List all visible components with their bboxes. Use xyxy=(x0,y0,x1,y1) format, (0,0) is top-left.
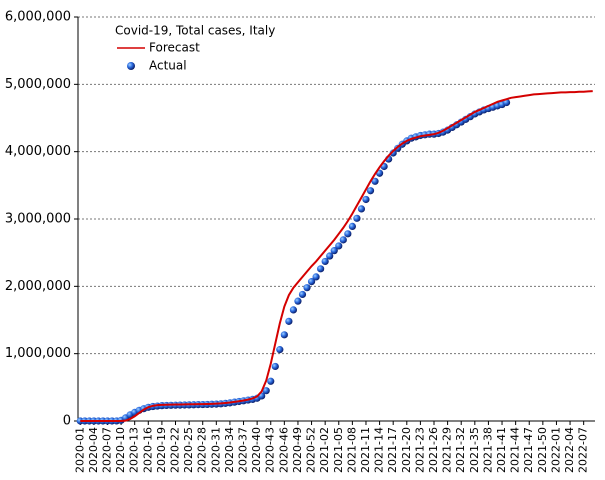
y-tick-label: 1,000,000 xyxy=(5,346,71,361)
x-tick-label: 2021-50 xyxy=(536,427,549,473)
forecast-line xyxy=(80,90,593,422)
actual-point xyxy=(389,149,397,157)
actual-point xyxy=(357,205,366,213)
legend-label: Actual xyxy=(149,59,187,73)
y-tick-label: 6,000,000 xyxy=(5,10,71,25)
x-tick-label: 2021-23 xyxy=(413,427,426,473)
x-tick-label: 2021-14 xyxy=(373,427,386,473)
actual-point xyxy=(362,195,370,204)
x-tick-label: 2021-08 xyxy=(345,427,358,473)
actual-point xyxy=(335,242,343,250)
x-tick-label: 2020-04 xyxy=(87,427,100,473)
x-tick-label: 2020-22 xyxy=(169,427,182,473)
x-tick-label: 2021-11 xyxy=(359,427,372,473)
x-tick-label: 2020-25 xyxy=(182,427,195,473)
actual-point xyxy=(303,284,311,292)
actual-point xyxy=(330,247,338,255)
x-tick-label: 2021-44 xyxy=(509,427,522,473)
x-tick-label: 2021-32 xyxy=(454,427,467,473)
x-tick-label: 2021-20 xyxy=(400,427,413,473)
chart-title: Covid-19, Total cases, Italy xyxy=(115,24,275,38)
x-tick-label: 2021-41 xyxy=(495,427,508,473)
y-tick-label: 5,000,000 xyxy=(5,77,71,92)
x-tick-label: 2020-34 xyxy=(223,427,236,473)
x-tick-label: 2021-38 xyxy=(481,427,494,473)
x-tick-label: 2020-37 xyxy=(237,427,250,473)
actual-point xyxy=(262,387,270,395)
x-tick-label: 2020-07 xyxy=(100,427,113,473)
actual-point xyxy=(307,278,316,286)
x-tick-label: 2021-47 xyxy=(522,427,535,473)
legend-label: Forecast xyxy=(149,41,200,55)
x-tick-label: 2020-13 xyxy=(128,427,141,473)
actual-point xyxy=(271,362,279,371)
x-tick-label: 2020-43 xyxy=(264,427,277,473)
actual-point xyxy=(317,265,325,273)
actual-point xyxy=(371,177,379,185)
x-tick-label: 2021-02 xyxy=(318,427,331,473)
x-tick-label: 2021-29 xyxy=(441,427,454,473)
actual-point xyxy=(298,290,307,299)
y-tick-label: 3,000,000 xyxy=(5,212,71,227)
y-tick-label: 4,000,000 xyxy=(5,144,71,159)
x-tick-label: 2020-01 xyxy=(73,427,86,473)
actual-point xyxy=(326,252,334,260)
actual-point xyxy=(276,346,284,354)
actual-point xyxy=(280,331,288,339)
x-tick-label: 2020-40 xyxy=(250,427,263,473)
x-tick-label: 2020-16 xyxy=(141,427,154,473)
actual-point xyxy=(285,317,293,325)
x-tick-label: 2020-10 xyxy=(114,427,127,473)
x-tick-label: 2020-49 xyxy=(291,427,304,473)
y-tick-label: 2,000,000 xyxy=(5,279,71,294)
x-tick-label: 2020-19 xyxy=(155,427,168,473)
legend-swatch xyxy=(127,62,135,70)
x-tick-label: 2020-31 xyxy=(209,427,222,473)
actual-point xyxy=(353,214,361,222)
x-tick-label: 2020-46 xyxy=(277,427,290,473)
x-tick-label: 2022-01 xyxy=(549,427,562,473)
actual-point xyxy=(294,297,302,305)
actual-point xyxy=(267,377,275,385)
x-tick-label: 2021-17 xyxy=(386,427,399,473)
x-tick-label: 2021-35 xyxy=(468,427,481,473)
actual-point xyxy=(321,257,329,266)
actual-point xyxy=(312,273,320,281)
actual-point xyxy=(344,230,352,238)
actual-point xyxy=(366,187,375,195)
x-tick-label: 2021-05 xyxy=(332,427,345,473)
x-tick-label: 2020-28 xyxy=(196,427,209,473)
y-tick-label: 0 xyxy=(63,414,71,429)
x-tick-label: 2021-26 xyxy=(427,427,440,473)
x-tick-label: 2020-52 xyxy=(305,427,318,473)
x-tick-label: 2022-07 xyxy=(577,427,590,473)
actual-point xyxy=(339,236,347,244)
actual-point xyxy=(289,306,298,314)
x-tick-label: 2022-04 xyxy=(563,427,576,473)
actual-point xyxy=(348,222,356,231)
